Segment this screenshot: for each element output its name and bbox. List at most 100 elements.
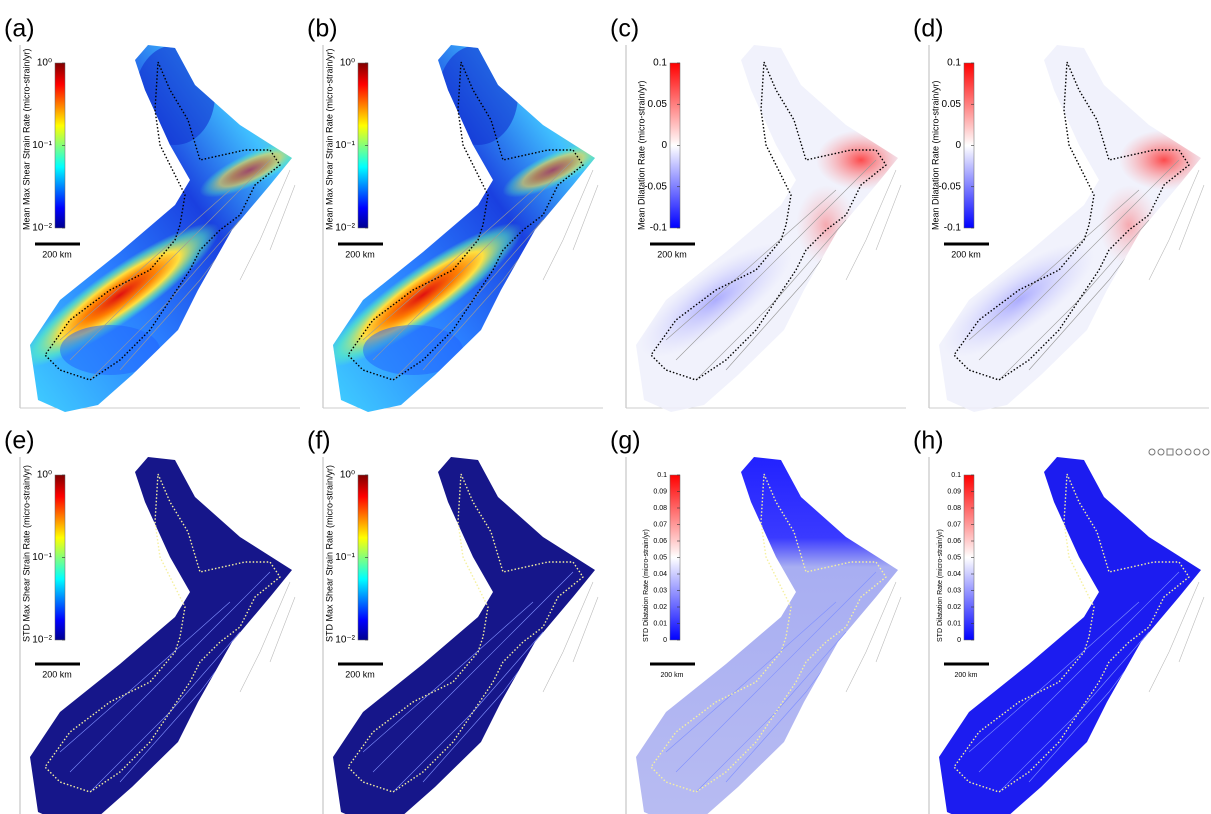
extension-zone <box>796 185 856 265</box>
colorbar-tick-label: 0.1 <box>947 58 961 69</box>
colorbar-tick-label: 0.05 <box>653 554 667 561</box>
low-strain-zone <box>363 325 463 375</box>
colorbar-title: Mean Dilatation Rate (micro-strain/yr) <box>930 80 940 230</box>
colorbar-tick-label: 10⁻² <box>335 223 355 234</box>
panel-label: (e) <box>4 427 35 455</box>
high-strain-zone <box>502 142 595 198</box>
colorbar-tick-label: 0.08 <box>947 505 961 512</box>
colorbar-tick-label: 0 <box>661 140 667 151</box>
map-surface <box>939 457 1201 814</box>
colorbar-tick-label: 0.05 <box>942 99 962 110</box>
colorbar-tick-label: 0.02 <box>653 604 667 611</box>
colorbar-tick-label: 0.07 <box>947 521 961 528</box>
panel-label: (d) <box>913 15 944 43</box>
scale-bar-label: 200 km <box>345 669 375 679</box>
colorbar-tick-label: 10⁻¹ <box>32 552 52 563</box>
colorbar-tick-label: 10⁻¹ <box>335 140 355 151</box>
panel-label: (b) <box>307 15 338 43</box>
faults <box>665 159 877 381</box>
offshore-faults <box>239 581 296 693</box>
low-strain-zone <box>135 45 215 145</box>
offshore-faults <box>239 169 296 281</box>
colorbar-tick-label: 0.04 <box>947 571 961 578</box>
coastline <box>44 473 281 793</box>
colorbar <box>55 475 65 640</box>
colorbar-tick-label: 0.07 <box>653 521 667 528</box>
colorbar-tick-label: 0.02 <box>947 604 961 611</box>
colorbar-title: STD Max Shear Strain Rate (micro-strain/… <box>324 465 334 642</box>
faults <box>362 159 574 381</box>
colorbar-tick-label: 10⁻² <box>335 635 355 646</box>
colorbar-tick-label: 0.06 <box>653 538 667 545</box>
coastline <box>650 61 887 381</box>
colorbar-tick-label: -0.05 <box>644 181 667 192</box>
colorbar-tick-label: -0.1 <box>650 223 668 234</box>
coastline <box>953 61 1190 381</box>
colorbar-tick-label: 0.08 <box>653 505 667 512</box>
colorbar-tick-label: 0.03 <box>947 587 961 594</box>
scale-bar-label: 200 km <box>42 669 72 679</box>
colorbar-tick-label: 10⁰ <box>37 470 52 481</box>
low-strain-zone <box>438 45 518 145</box>
colorbar <box>964 475 974 640</box>
colorbar-tick-label: 10⁻¹ <box>335 552 355 563</box>
panel-label: (a) <box>4 15 35 43</box>
extension-zone <box>816 130 898 190</box>
coastline <box>650 473 887 793</box>
coastline <box>347 61 584 381</box>
colorbar-tick-label: 10⁰ <box>340 470 355 481</box>
panel-label: (h) <box>913 427 944 455</box>
scale-bar-label: 200 km <box>345 249 375 259</box>
map-surface <box>636 457 898 814</box>
colorbar-title: STD Dilatation Rate (micro-strain/yr) <box>643 529 650 642</box>
colorbar-tick-label: 0.1 <box>951 472 961 479</box>
colorbar <box>670 63 680 228</box>
colorbar <box>55 63 65 228</box>
colorbar-tick-label: 0.01 <box>947 620 961 627</box>
panel-label: (c) <box>610 15 639 43</box>
colorbar-title: Mean Max Shear Strain Rate (micro-strain… <box>21 48 31 230</box>
colorbar-title: Mean Dilatation Rate (micro-strain/yr) <box>636 80 646 230</box>
offshore-faults <box>542 581 599 693</box>
colorbar-tick-label: -0.05 <box>938 181 961 192</box>
colorbar-tick-label: 0.03 <box>653 587 667 594</box>
panel-label: (g) <box>610 427 641 455</box>
panel: (d) 0.1 0.05 0 -0.05 -0.1 Mean Dilatation Rate… <box>913 15 1209 412</box>
high-strain-zone <box>199 142 292 198</box>
faults <box>968 571 1180 793</box>
colorbar-tick-label: 10⁻¹ <box>32 140 52 151</box>
coastline <box>44 61 281 381</box>
colorbar-tick-label: 0.05 <box>947 554 961 561</box>
colorbar-tick-label: 10⁰ <box>37 58 52 69</box>
faults <box>59 159 271 381</box>
extension-zone <box>1099 185 1159 265</box>
offshore-faults <box>542 169 599 281</box>
offshore-faults <box>845 581 902 693</box>
scale-bar-label: 200 km <box>951 249 981 259</box>
faults <box>362 571 574 793</box>
colorbar-tick-label: 10⁻² <box>32 635 52 646</box>
colorbar-tick-label: 0 <box>663 637 667 644</box>
colorbar-tick-label: 0.01 <box>653 620 667 627</box>
extension-zone <box>1119 130 1201 190</box>
offshore-faults <box>1148 581 1205 693</box>
colorbar <box>358 475 368 640</box>
colorbar-tick-label: 0.1 <box>657 472 667 479</box>
scale-bar-label: 200 km <box>42 249 72 259</box>
colorbar-title: Mean Max Shear Strain Rate (micro-strain… <box>324 48 334 230</box>
low-strain-zone <box>60 325 160 375</box>
colorbar-tick-label: 10⁻² <box>32 223 52 234</box>
colorbar-tick-label: 0 <box>957 637 961 644</box>
scale-bar-label: 200 km <box>657 249 687 259</box>
colorbar-tick-label: 0.05 <box>648 99 668 110</box>
coastline <box>347 473 584 793</box>
colorbar-tick-label: 0.09 <box>947 488 961 495</box>
scale-bar-label: 200 km <box>661 672 684 679</box>
colorbar-tick-label: -0.1 <box>944 223 962 234</box>
map-surface <box>939 45 1201 412</box>
colorbar <box>358 63 368 228</box>
colorbar-title: STD Dilatation Rate (micro-strain/yr) <box>937 529 944 642</box>
map-surface <box>333 457 595 814</box>
